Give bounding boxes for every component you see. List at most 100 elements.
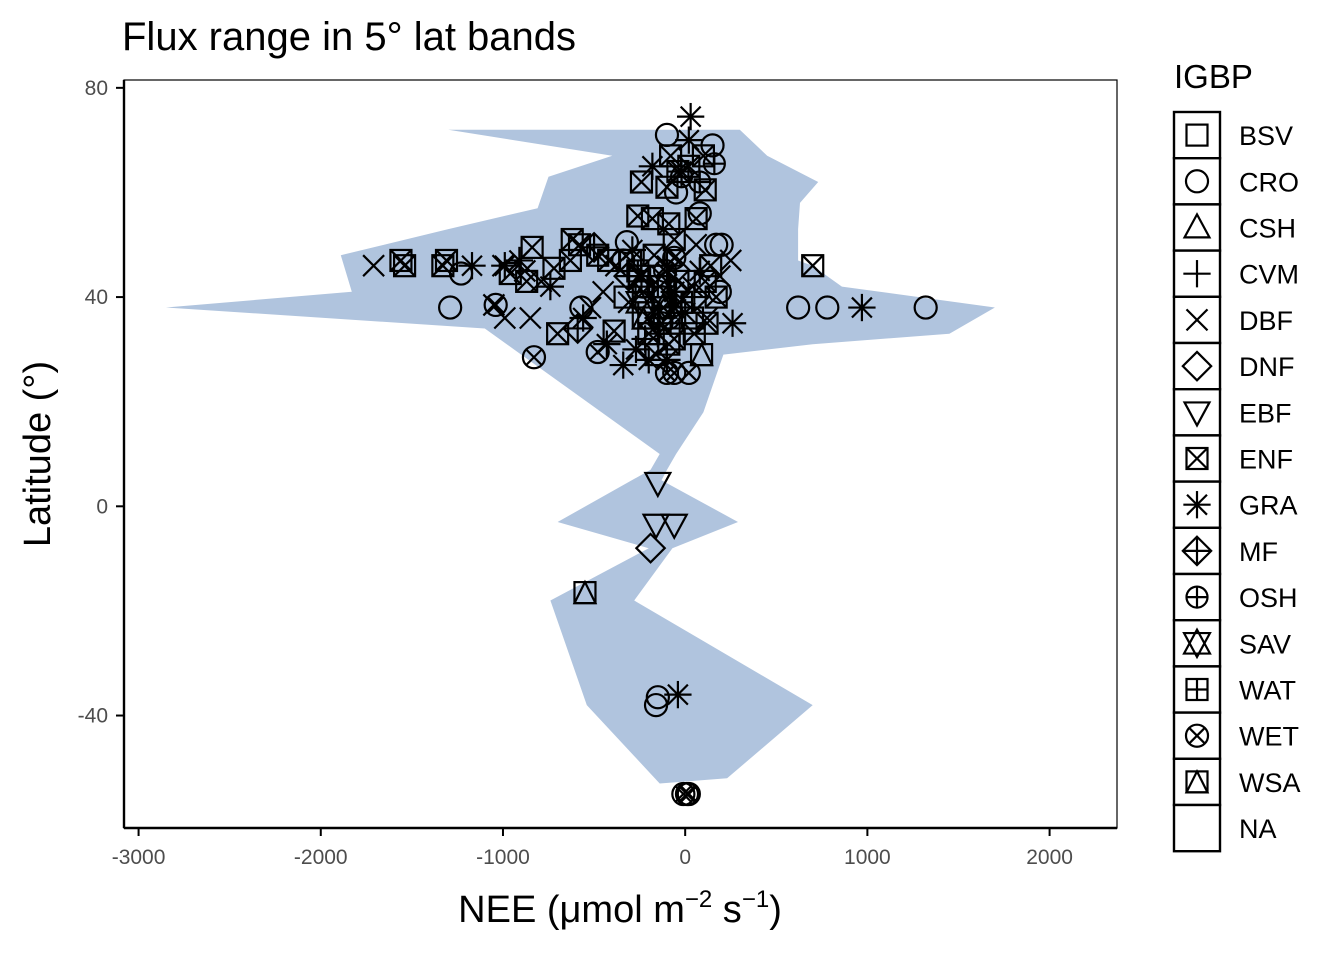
legend-item-wsa: WSA	[1172, 757, 1301, 807]
legend-item-wet: WET	[1172, 711, 1299, 760]
legend-item-na: NA	[1172, 803, 1277, 853]
point-osh	[688, 170, 712, 194]
point-osh	[669, 165, 694, 189]
legend-key	[1172, 803, 1222, 853]
point-sav	[624, 286, 655, 319]
point-dbf	[591, 280, 615, 304]
x-tick-label: -3000	[112, 846, 166, 869]
legend-key	[1172, 203, 1222, 252]
point-wat	[626, 259, 650, 283]
legend-symbol-sav	[1182, 627, 1212, 660]
point-wet	[585, 339, 610, 365]
point-cro	[913, 295, 938, 320]
legend-symbol-wat	[1185, 677, 1209, 702]
x-tick-label: 2000	[1026, 846, 1073, 869]
point-gra	[638, 152, 667, 180]
legend-item-csh: CSH	[1172, 203, 1296, 252]
legend-label: CRO	[1239, 167, 1299, 197]
point-wet	[674, 781, 700, 807]
point-cro	[643, 692, 669, 718]
point-gra	[675, 126, 703, 154]
legend-label: CSH	[1239, 214, 1296, 244]
point-dbf	[684, 233, 708, 257]
point-wet	[662, 245, 687, 270]
legend-label: BSV	[1239, 121, 1293, 151]
point-mf	[578, 231, 610, 264]
point-bsv	[680, 306, 705, 330]
legend-label: CVM	[1239, 260, 1299, 290]
legend-item-osh: OSH	[1172, 572, 1298, 622]
point-wat	[646, 275, 670, 299]
chart-title: Flux range in 5° lat bands	[122, 15, 576, 59]
point-cro	[786, 295, 811, 320]
point-enf	[801, 254, 825, 278]
legend: IGBP BSV CRO CSH CVM DBF DNF EBF ENF GRA MF OSH SAV…	[1172, 58, 1301, 853]
legend-label: OSH	[1239, 583, 1298, 613]
point-gra	[848, 293, 876, 322]
point-gra	[458, 252, 486, 280]
point-ebf	[659, 513, 689, 541]
point-gra	[664, 680, 692, 709]
point-cro	[438, 295, 463, 320]
x-tick-label: -2000	[294, 846, 348, 869]
y-tick-label: 0	[96, 495, 108, 518]
point-ebf	[643, 471, 673, 499]
point-gra	[718, 309, 747, 337]
point-cvm	[631, 325, 659, 353]
point-enf	[662, 227, 686, 252]
legend-item-gra: GRA	[1172, 480, 1298, 530]
legend-key	[1172, 757, 1222, 807]
legend-symbol-cro	[1184, 169, 1210, 194]
point-wet	[676, 360, 701, 386]
legend-label: MF	[1239, 537, 1278, 567]
point-bsv	[613, 285, 637, 309]
point-gra	[505, 246, 534, 275]
legend-key	[1172, 110, 1222, 160]
point-cro	[614, 230, 640, 255]
legend-symbol-wsa	[1184, 768, 1210, 794]
point-cvm	[666, 320, 694, 348]
legend-item-cvm: CVM	[1172, 249, 1299, 299]
legend-item-dnf: DNF	[1172, 341, 1295, 391]
legend-label: WSA	[1239, 768, 1301, 798]
x-axis-title: NEE (μmol m−2 s−1)	[458, 886, 782, 931]
legend-symbol-dnf	[1181, 350, 1213, 382]
legend-label: DBF	[1239, 306, 1293, 336]
legend-label: DNF	[1239, 352, 1295, 382]
point-gra	[686, 257, 714, 285]
point-mf	[561, 312, 594, 345]
legend-label: WET	[1239, 722, 1299, 752]
point-wet	[483, 292, 508, 318]
point-wsa	[689, 341, 714, 367]
point-wet	[676, 781, 701, 807]
y-axis: 80 40 0 -40	[78, 77, 126, 828]
point-dbf	[519, 306, 542, 330]
x-tick-label: -1000	[476, 846, 530, 869]
legend-title: IGBP	[1174, 58, 1253, 95]
legend-key	[1172, 619, 1222, 668]
point-dnf	[634, 532, 667, 564]
y-tick-label: -40	[78, 705, 108, 728]
legend-item-ebf: EBF	[1172, 388, 1292, 437]
y-tick-label: 40	[85, 286, 108, 309]
point-enf	[629, 170, 654, 194]
x-tick-label: 0	[679, 846, 691, 869]
legend-label: NA	[1239, 814, 1277, 844]
legend-item-mf: MF	[1172, 526, 1278, 576]
point-wsa	[572, 579, 598, 605]
legend-key	[1172, 341, 1222, 391]
point-dbf	[493, 306, 517, 330]
legend-symbol-enf	[1185, 446, 1209, 471]
legend-symbol-dbf	[1185, 308, 1209, 332]
legend-item-cro: CRO	[1172, 156, 1299, 206]
legend-item-sav: SAV	[1172, 619, 1291, 668]
point-ebf	[641, 513, 671, 541]
point-cro	[687, 201, 712, 226]
legend-label: EBF	[1239, 398, 1292, 428]
point-wet	[521, 345, 547, 370]
legend-symbol-wet	[1184, 723, 1210, 748]
legend-label: SAV	[1239, 629, 1291, 659]
data-points	[362, 102, 938, 807]
point-enf	[684, 207, 708, 231]
point-bsv	[637, 301, 661, 325]
